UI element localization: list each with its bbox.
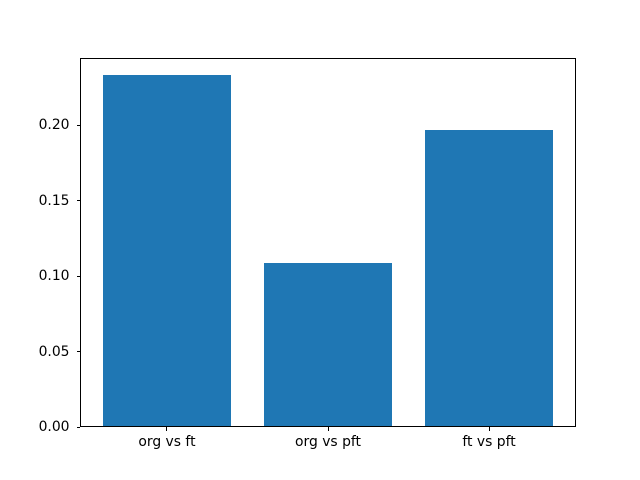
x-tick-mark [327, 427, 329, 431]
y-tick-mark [76, 124, 80, 126]
x-tick-mark [488, 427, 490, 431]
y-tick-mark [76, 275, 80, 277]
y-tick-label-0.00: 0.00 [38, 419, 70, 436]
x-tick-mark [166, 427, 168, 431]
bar-org-vs-pft [263, 262, 393, 428]
x-tick-label-ft-vs-pft: ft vs pft [462, 433, 516, 450]
y-tick-label-0.05: 0.05 [38, 343, 70, 360]
x-tick-label-org-vs-pft: org vs pft [295, 433, 361, 450]
bar-ft-vs-pft [424, 129, 554, 428]
bar-org-vs-ft [102, 75, 232, 428]
y-tick-label-0.20: 0.20 [38, 117, 70, 134]
y-tick-mark [76, 200, 80, 202]
y-tick-mark [76, 351, 80, 353]
y-tick-label-0.15: 0.15 [38, 192, 70, 209]
y-tick-label-0.10: 0.10 [38, 268, 70, 285]
x-tick-label-org-vs-ft: org vs ft [138, 433, 196, 450]
y-tick-mark [76, 426, 80, 428]
